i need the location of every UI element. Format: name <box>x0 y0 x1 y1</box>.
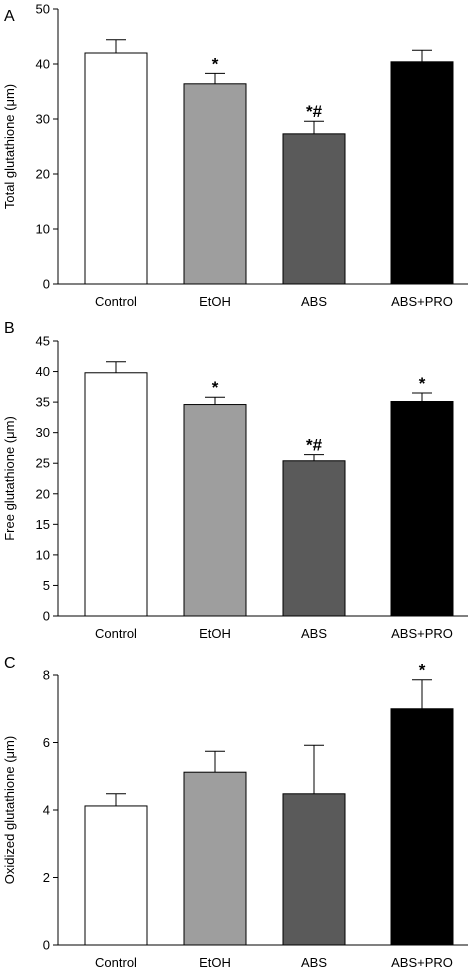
category-label-c-1: EtOH <box>199 955 231 969</box>
bar-c-0 <box>84 805 148 946</box>
y-tick-label-c-0: 0 <box>43 938 50 953</box>
y-tick-label-b-7: 35 <box>36 395 50 410</box>
y-tick-label-c-3: 6 <box>43 735 50 750</box>
category-label-c-2: ABS <box>301 955 327 969</box>
significance-marker-c-3: * <box>419 661 426 680</box>
bar-c-1 <box>183 771 247 946</box>
panel-label-a: A <box>4 8 15 25</box>
bar-a-1 <box>183 83 247 285</box>
y-axis-title-c: Oxidized glutathione (μm) <box>2 736 17 884</box>
category-label-b-0: Control <box>95 626 137 641</box>
y-tick-label-c-4: 8 <box>43 668 50 683</box>
y-tick-label-b-5: 25 <box>36 456 50 471</box>
y-tick-label-b-9: 45 <box>36 334 50 349</box>
y-tick-label-a-0: 0 <box>43 277 50 292</box>
y-tick-label-c-1: 2 <box>43 870 50 885</box>
category-label-b-1: EtOH <box>199 626 231 641</box>
significance-marker-a-1: * <box>212 54 219 73</box>
y-tick-label-a-4: 40 <box>36 57 50 72</box>
category-label-a-0: Control <box>95 294 137 309</box>
bar-b-3 <box>390 401 454 617</box>
category-label-a-3: ABS+PRO <box>391 294 453 309</box>
y-tick-label-a-5: 50 <box>36 2 50 17</box>
significance-marker-b-1: * <box>212 378 219 397</box>
significance-marker-b-2: *# <box>306 436 323 455</box>
y-tick-label-b-6: 30 <box>36 425 50 440</box>
significance-marker-b-3: * <box>419 374 426 393</box>
category-label-b-2: ABS <box>301 626 327 641</box>
bar-a-2 <box>282 133 346 285</box>
y-tick-label-a-1: 10 <box>36 222 50 237</box>
y-tick-label-b-2: 10 <box>36 547 50 562</box>
bar-c-3 <box>390 708 454 946</box>
bar-b-2 <box>282 460 346 617</box>
category-label-a-1: EtOH <box>199 294 231 309</box>
y-axis-title-a: Total glutathione (μm) <box>2 84 17 209</box>
y-tick-label-a-3: 30 <box>36 112 50 127</box>
y-tick-label-b-1: 5 <box>43 578 50 593</box>
y-tick-label-c-2: 4 <box>43 803 50 818</box>
bar-a-3 <box>390 61 454 285</box>
category-label-c-0: Control <box>95 955 137 969</box>
y-tick-label-b-8: 40 <box>36 364 50 379</box>
bar-b-1 <box>183 404 247 617</box>
bar-b-0 <box>84 372 148 617</box>
panel-label-c: C <box>4 655 16 672</box>
category-label-b-3: ABS+PRO <box>391 626 453 641</box>
y-tick-label-b-3: 15 <box>36 517 50 532</box>
y-tick-label-b-4: 20 <box>36 486 50 501</box>
bar-a-0 <box>84 52 148 285</box>
category-label-a-2: ABS <box>301 294 327 309</box>
bar-c-2 <box>282 793 346 946</box>
category-label-c-3: ABS+PRO <box>391 955 453 969</box>
panel-label-b: B <box>4 320 15 337</box>
y-axis-title-b: Free glutathione (μm) <box>2 416 17 541</box>
significance-marker-a-2: *# <box>306 102 323 121</box>
y-tick-label-a-2: 20 <box>36 167 50 182</box>
y-tick-label-b-0: 0 <box>43 609 50 624</box>
